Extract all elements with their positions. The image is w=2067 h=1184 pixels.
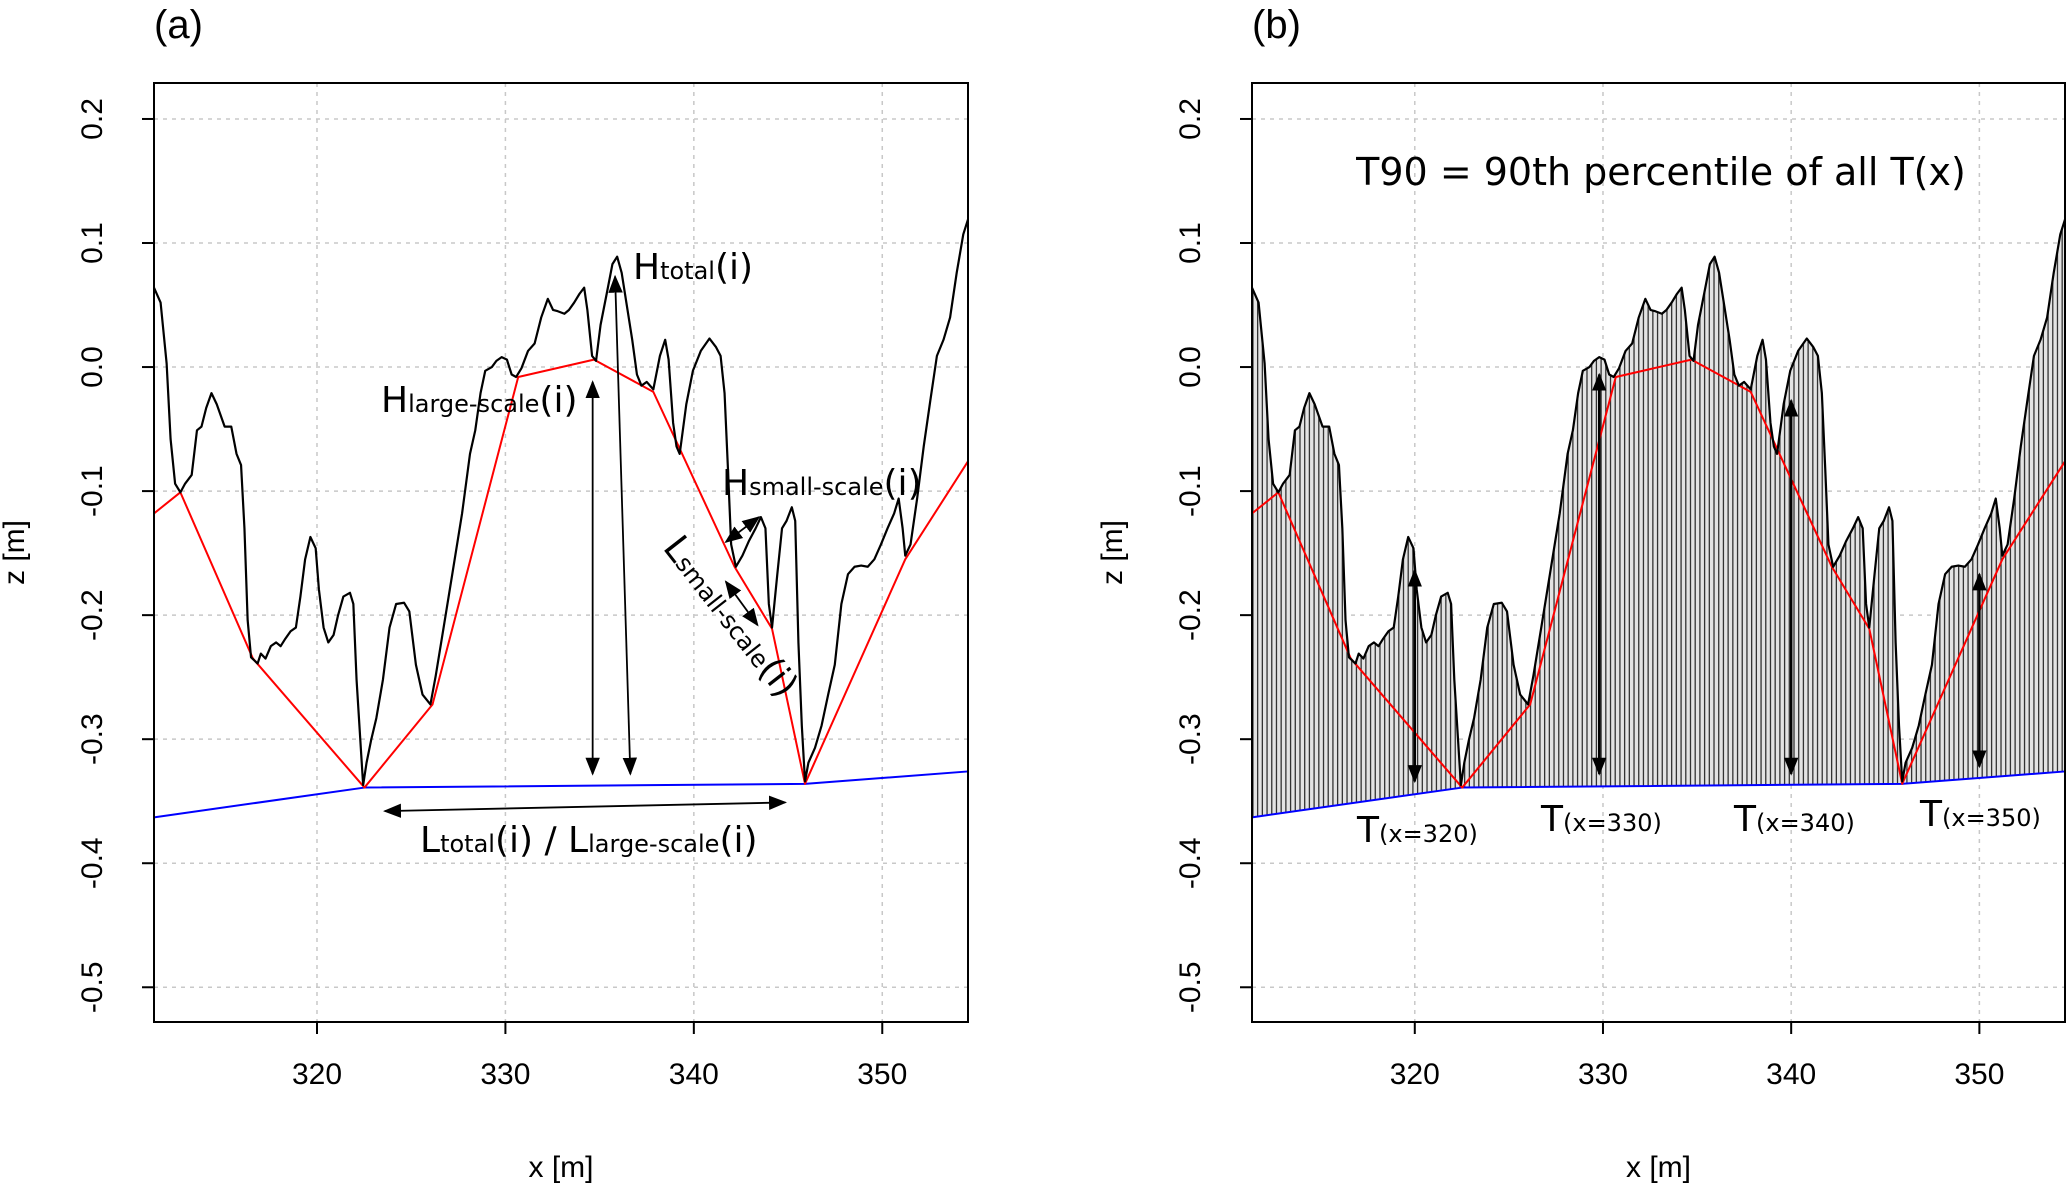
plot-frame xyxy=(1251,82,2066,1023)
t-x320-label: T(x=320) xyxy=(1356,810,1478,851)
y-tick-label: -0.5 xyxy=(76,961,109,1013)
l-total-arrow xyxy=(383,795,788,818)
x-tick-label: 350 xyxy=(857,1058,907,1091)
y-tick-label: 0.1 xyxy=(76,222,109,264)
panel-title: T90 = 90th percentile of all T(x) xyxy=(1355,150,1966,194)
x-axis-label: x [m] xyxy=(529,1151,594,1184)
label-text: (i) / L xyxy=(495,820,588,861)
y-tick-label: -0.5 xyxy=(1174,961,1207,1013)
y-tick-label: 0.0 xyxy=(1174,346,1207,388)
label-text: H xyxy=(633,247,660,288)
h-total-arrow xyxy=(608,274,638,776)
t-x350-label: T(x=350) xyxy=(1919,794,2041,835)
label-text: H xyxy=(722,463,749,504)
l-total-label: Ltotal(i) / Llarge-scale(i) xyxy=(420,820,758,861)
y-tick-label: -0.3 xyxy=(1174,713,1207,765)
x-tick-label: 320 xyxy=(292,1058,342,1091)
thickness-fill xyxy=(1252,219,2065,818)
label-subscript: small-scale xyxy=(670,550,775,673)
h-large-scale-label: Hlarge-scale(i) xyxy=(381,380,578,421)
y-tick-label: -0.4 xyxy=(76,837,109,889)
panel-label: (b) xyxy=(1252,3,1301,47)
label-subscript: (x=320) xyxy=(1379,820,1478,848)
y-tick-label: -0.4 xyxy=(1174,837,1207,889)
label-text: (i) xyxy=(715,247,753,288)
x-tick-label: 340 xyxy=(669,1058,719,1091)
y-tick-label: -0.1 xyxy=(1174,465,1207,517)
l-small-scale-arrow xyxy=(724,580,759,627)
h-small-scale-label: Hsmall-scale(i) xyxy=(722,463,922,504)
y-tick-label: -0.1 xyxy=(76,465,109,517)
label-text: L xyxy=(420,820,440,861)
label-subscript: (x=330) xyxy=(1563,809,1662,837)
y-tick-label: -0.2 xyxy=(76,589,109,641)
label-subscript: (x=350) xyxy=(1942,804,2041,832)
label-text: T xyxy=(1733,799,1757,840)
t-x330-label: T(x=330) xyxy=(1540,799,1662,840)
panel-label: (a) xyxy=(154,3,203,47)
y-axis-label: z [m] xyxy=(1096,520,1129,585)
x-tick-label: 330 xyxy=(480,1058,530,1091)
label-subscript: large-scale xyxy=(588,830,719,858)
label-text: T xyxy=(1540,799,1564,840)
y-tick-label: 0.0 xyxy=(76,346,109,388)
x-axis-label: x [m] xyxy=(1626,1151,1691,1184)
label-text: T xyxy=(1356,810,1380,851)
l-small-scale-label: Lsmall-scale(i) xyxy=(655,528,806,705)
label-text: T xyxy=(1919,794,1943,835)
base-line xyxy=(1251,770,2066,819)
label-subscript: total xyxy=(660,257,715,285)
large-scale-line xyxy=(153,358,969,789)
x-tick-label: 330 xyxy=(1578,1058,1628,1091)
profile-line xyxy=(1250,219,2067,787)
label-subscript: total xyxy=(440,830,495,858)
panel-a: (a) 320 330 340 350 0.2 0.1 0.0 -0.1 -0.2 -0.3 -0.4… xyxy=(0,3,970,1184)
y-axis-label: z [m] xyxy=(0,520,31,585)
x-tick-label: 350 xyxy=(1954,1058,2004,1091)
h-total-label: Htotal(i) xyxy=(633,247,753,288)
profile-line xyxy=(152,219,970,787)
y-tick-label: 0.1 xyxy=(1174,222,1207,264)
label-text: (i) xyxy=(539,380,577,421)
plot-frame xyxy=(153,82,969,1023)
panel-b: (b) 320 330 340 350 0.2 0.1 0.0 -0.1 -0.2 -0.3 -0.4… xyxy=(1096,3,2067,1184)
y-tick-label: -0.3 xyxy=(76,713,109,765)
y-tick-label: -0.2 xyxy=(1174,589,1207,641)
label-subscript: small-scale xyxy=(749,473,883,501)
y-tick-label: 0.2 xyxy=(76,98,109,140)
h-small-scale-arrow xyxy=(724,516,761,544)
label-text: (i) xyxy=(884,463,922,504)
label-subscript: large-scale xyxy=(408,390,539,418)
x-tick-label: 320 xyxy=(1390,1058,1440,1091)
t-x340-label: T(x=340) xyxy=(1733,799,1855,840)
label-text: H xyxy=(381,380,408,421)
base-line xyxy=(153,770,969,819)
x-tick-label: 340 xyxy=(1766,1058,1816,1091)
label-subscript: (x=340) xyxy=(1756,809,1855,837)
label-text: (i) xyxy=(719,820,757,861)
y-tick-label: 0.2 xyxy=(1174,98,1207,140)
